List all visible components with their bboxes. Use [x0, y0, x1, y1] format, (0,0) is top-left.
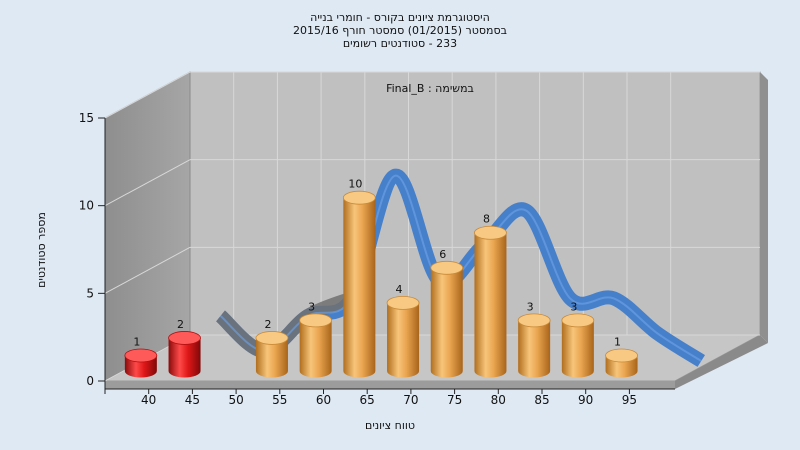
chart-floor-edge [105, 381, 675, 389]
y-tick-label: 10 [79, 199, 94, 213]
x-tick-label: 55 [272, 393, 287, 407]
bar-70-75 [386, 295, 420, 378]
data-label: 2 [177, 318, 184, 331]
y-axis-label: מספר סטודנטים [35, 212, 48, 288]
chart-title-line-2: בסמסטר (01/2015) סמסטר חורף 2015/16 [293, 24, 507, 37]
x-tick-label: 85 [534, 393, 549, 407]
gridline-left [104, 71, 191, 119]
bar-body [255, 337, 288, 378]
bar-top [474, 225, 507, 240]
bar-body [168, 337, 201, 378]
bar-top [517, 313, 551, 328]
bar-body [387, 302, 420, 378]
bar-90-95 [561, 313, 595, 378]
data-label: 10 [348, 178, 362, 191]
bar-45-50 [168, 331, 201, 378]
data-label: 3 [308, 300, 315, 313]
y-tick-label: 5 [86, 286, 94, 300]
bars [124, 190, 638, 378]
bar-top [168, 331, 201, 345]
chart-title-line-3: 233 - סטודנטים רשומים [342, 37, 458, 50]
chart-subtitle: Final_B : במשימה [386, 82, 474, 95]
bar-55-60 [255, 331, 289, 378]
data-labels: 1 2 2 3 10 4 6 8 3 3 1 [133, 178, 621, 349]
x-tick-label: 70 [403, 393, 418, 407]
bar-top [430, 260, 464, 275]
x-axis: 40 45 50 55 60 65 70 75 80 85 90 95 [104, 388, 675, 407]
chart-right-wall [760, 72, 768, 343]
bar-40-45 [124, 348, 158, 378]
x-tick-label: 95 [622, 393, 637, 407]
x-axis-label: טווח ציונים [365, 419, 415, 432]
x-tick-label: 60 [316, 393, 331, 407]
bar-75-80 [430, 260, 464, 378]
x-tick-label: 65 [360, 393, 375, 407]
x-tick-label: 45 [185, 393, 200, 407]
bar-top [255, 331, 289, 345]
data-label: 6 [439, 248, 446, 261]
bar-65-70 [342, 190, 376, 378]
data-label: 1 [614, 335, 621, 348]
bar-body [561, 320, 594, 378]
x-tick-label: 75 [447, 393, 462, 407]
bar-body [430, 267, 463, 378]
gridline-left [104, 159, 191, 207]
x-tick-label: 50 [228, 393, 243, 407]
bar-top [605, 348, 638, 363]
bar-body [518, 320, 551, 378]
gridline-left [104, 246, 191, 294]
data-label: 3 [527, 300, 534, 313]
bar-top [561, 313, 595, 328]
y-axis: 0 5 10 15 [79, 111, 106, 389]
bar-85-90 [517, 313, 551, 378]
x-tick-label: 90 [578, 393, 593, 407]
bar-body [474, 232, 507, 378]
chart-floor-side [675, 335, 768, 389]
x-tick-label: 40 [141, 393, 156, 407]
data-label: 2 [264, 318, 271, 331]
bar-60-65 [299, 313, 333, 378]
bar-top [386, 295, 420, 310]
bar-80-85 [474, 225, 507, 378]
bar-top [124, 348, 158, 363]
data-label: 3 [570, 300, 577, 313]
bar-95-100 [605, 348, 638, 378]
y-tick-label: 0 [86, 374, 94, 388]
data-label: 8 [483, 213, 490, 226]
bar-body [343, 197, 376, 378]
data-label: 1 [133, 335, 140, 348]
y-tick-label: 15 [79, 111, 94, 125]
bar-body [299, 320, 332, 378]
bar-top [299, 313, 333, 328]
x-tick-label: 80 [491, 393, 506, 407]
chart-title-line-1: היסטוגרמת ציונים בקורס - חומרי בנייה [310, 11, 490, 24]
bar-top [342, 190, 376, 205]
data-label: 4 [396, 283, 403, 296]
